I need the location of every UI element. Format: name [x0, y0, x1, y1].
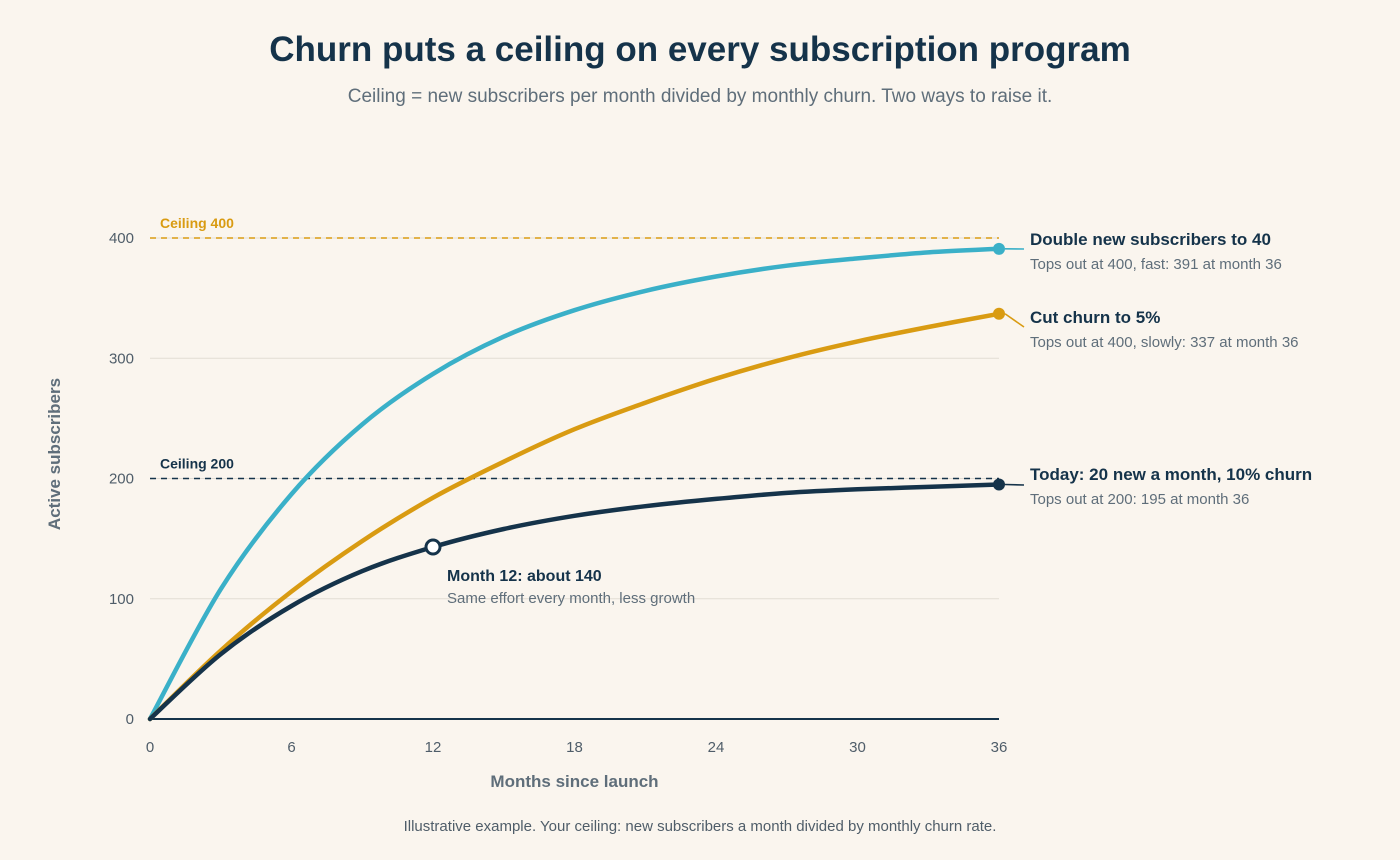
y-tick-label: 400	[109, 230, 134, 247]
series-note-cut_churn: Tops out at 400, slowly: 337 at month 36	[1030, 334, 1299, 351]
y-tick-label: 300	[109, 350, 134, 367]
footnote: Illustrative example. Your ceiling: new …	[403, 818, 997, 835]
series-endpoint-cut_churn	[993, 307, 1005, 320]
label-leader-cut_churn	[1004, 313, 1025, 328]
gridlines	[150, 237, 999, 600]
series-note-double: Tops out at 400, fast: 391 at month 36	[1030, 256, 1282, 273]
series-label-double: Double new subscribers to 40	[1030, 230, 1271, 249]
x-tick-label: 0	[146, 739, 154, 756]
x-tick-label: 18	[566, 739, 583, 756]
annotation-marker	[424, 538, 442, 556]
x-axis-title: Months since launch	[490, 772, 658, 791]
reference-lines: Ceiling 400 Ceiling 200	[150, 215, 999, 480]
ceiling-label: Ceiling 400	[160, 215, 234, 231]
ceiling-label: Ceiling 200	[160, 456, 234, 472]
annotation-title: Month 12: about 140	[447, 568, 602, 585]
y-axis-title: Active subscribers	[45, 378, 64, 530]
x-tick-label: 36	[991, 739, 1008, 756]
series-line-double	[147, 246, 1002, 722]
annotations: Month 12: about 140 Same effort every mon…	[424, 538, 695, 607]
series-endpoint-today	[993, 478, 1005, 491]
series-label-cut_churn: Cut churn to 5%	[1030, 308, 1160, 327]
end-labels: Double new subscribers to 40 Tops out at …	[1004, 230, 1312, 508]
series-line-cut_churn	[147, 311, 1002, 722]
series-lines	[147, 242, 1005, 722]
y-tick-label: 100	[109, 591, 134, 608]
y-tick-label: 200	[109, 471, 134, 488]
series-line-today	[147, 482, 1002, 722]
axes: 0 100 200 300 400 0 6 12 18 24 30 36 Months since la…	[45, 230, 1007, 791]
chart-title: Churn puts a ceiling on every subscripti…	[269, 30, 1131, 69]
series-note-today: Tops out at 200: 195 at month 36	[1030, 491, 1249, 508]
y-tick-label: 0	[126, 711, 134, 728]
series-endpoint-double	[993, 242, 1005, 255]
series-label-today: Today: 20 new a month, 10% churn	[1030, 465, 1312, 484]
chart-subtitle: Ceiling = new subscribers per month divi…	[347, 86, 1053, 107]
x-tick-label: 12	[425, 739, 442, 756]
annotation-text: Same effort every month, less growth	[447, 590, 695, 607]
x-tick-label: 6	[287, 739, 295, 756]
x-tick-label: 24	[708, 739, 725, 756]
x-tick-label: 30	[849, 739, 866, 756]
